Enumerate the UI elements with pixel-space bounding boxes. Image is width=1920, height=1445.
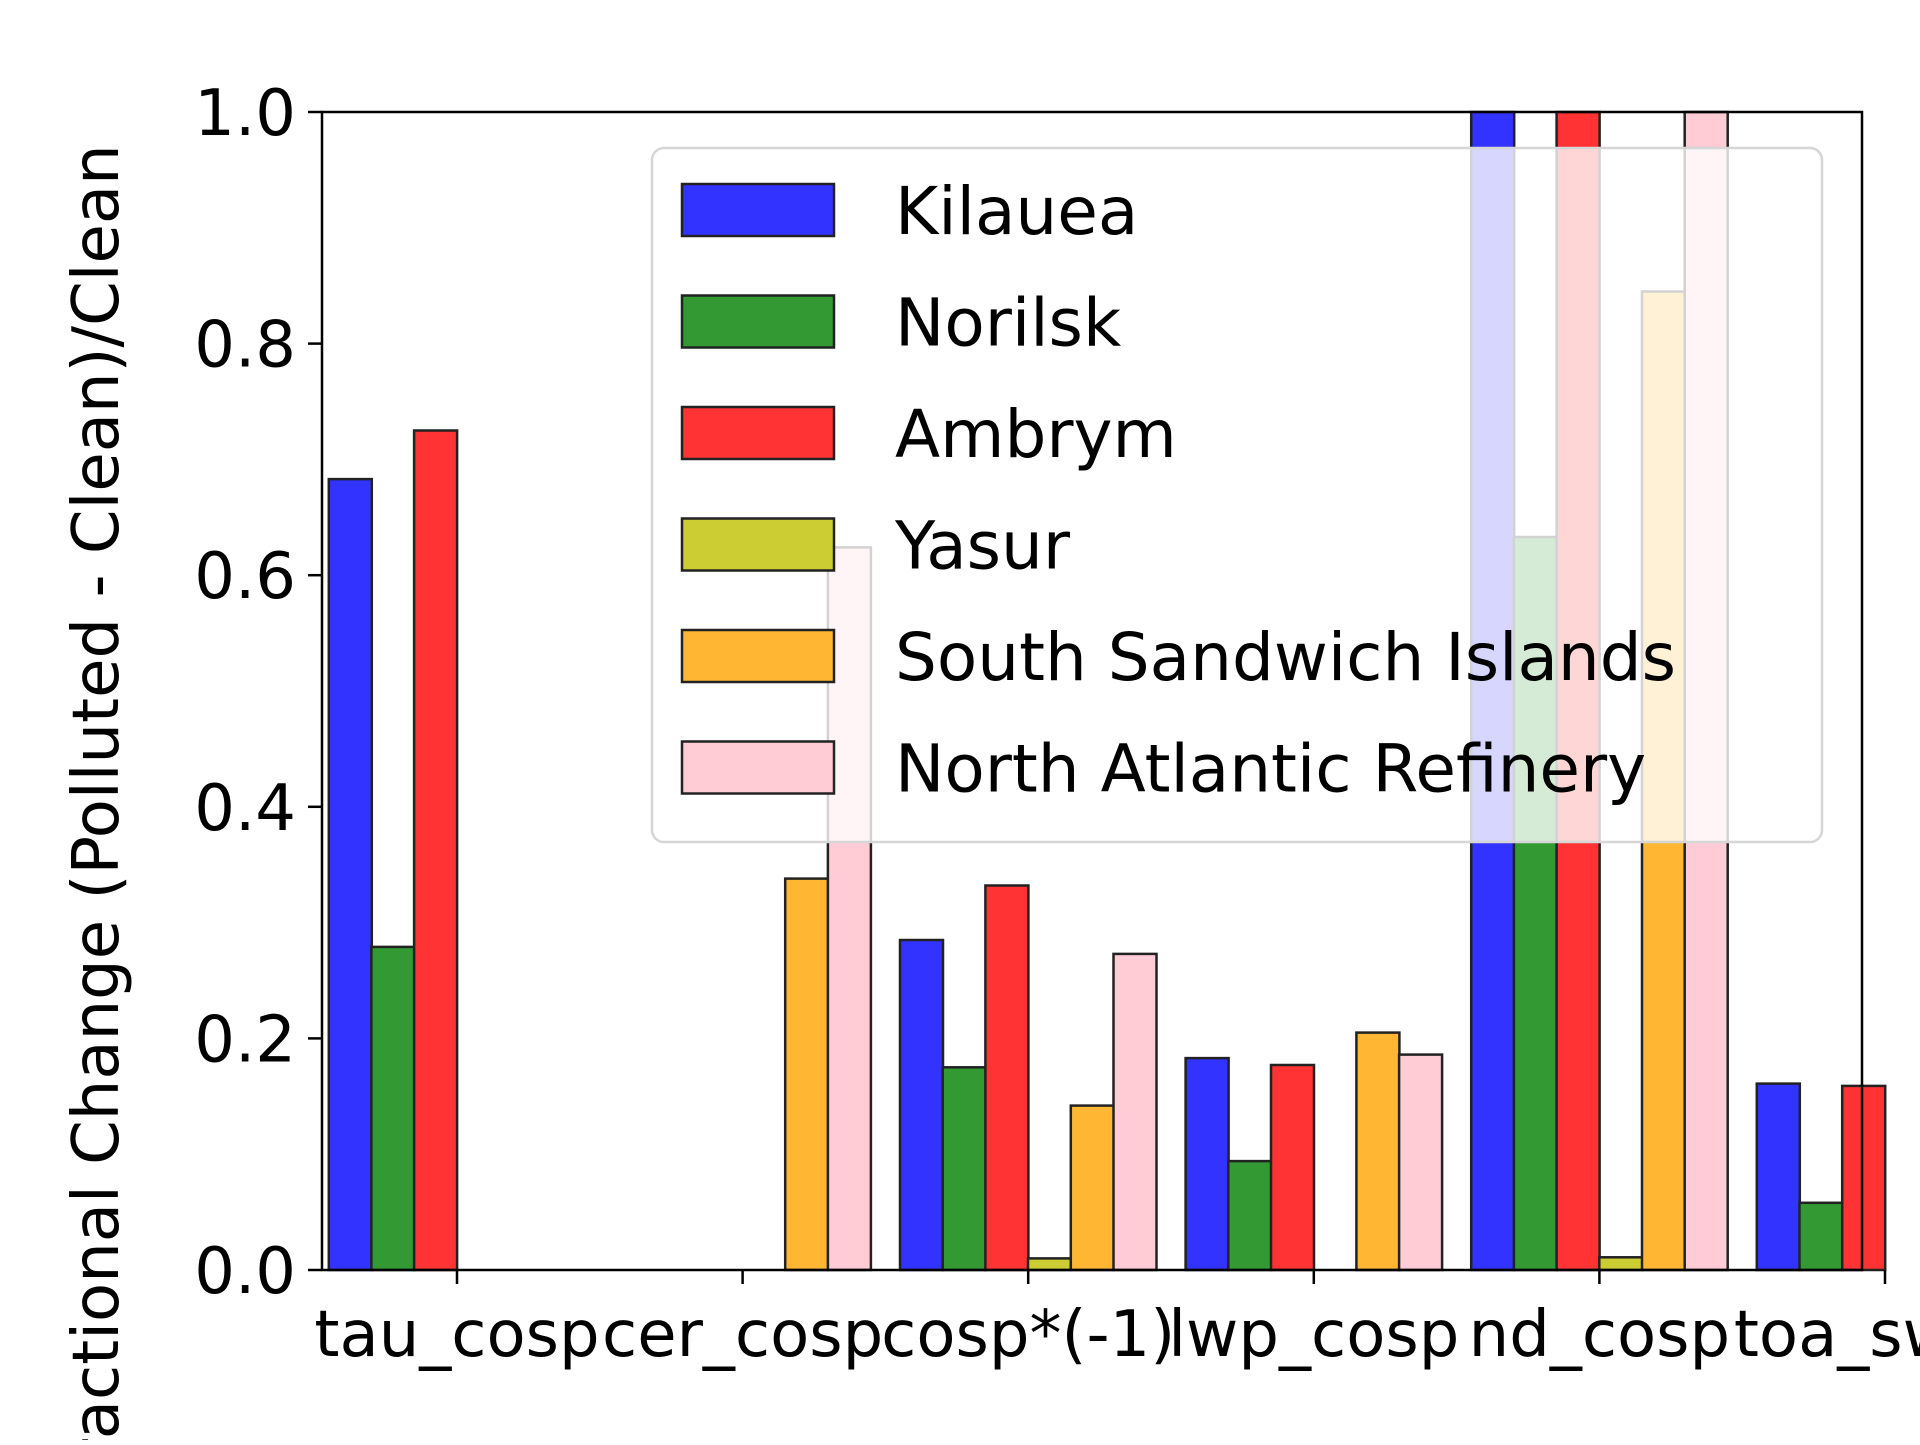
y-tick-label-0.2: 0.2 [194,1003,296,1077]
bar-north-atlantic-refinery-cosp*(-1) [1112,952,1158,1272]
x-tick-label-tau_cosp: tau_cosp [314,1298,599,1372]
legend-label-south-sandwich-islands: South Sandwich Islands [895,619,1676,696]
bar-kilauea-tau_cosp [327,477,374,1272]
legend-label-ambrym: Ambrym [895,396,1177,473]
legend-swatch-yasur [680,517,836,572]
y-axis-label: Fractional Change (Polluted - Clean)/Cle… [60,144,134,1440]
legend-swatch-ambrym [680,405,836,461]
legend-label-north-atlantic-refinery: North Atlantic Refinery [895,731,1646,808]
x-tick-label-cosp*(-1): cosp*(-1) [881,1298,1175,1372]
bar-norilsk-toa_swup [1798,1201,1844,1272]
legend: Kilauea Norilsk Ambrym Yasur South Sandwich … [650,146,1824,844]
bar-north-atlantic-refinery-lwp_cosp [1397,1053,1444,1272]
x-tick-label-cer_cosp: cer_cosp [602,1298,883,1372]
bar-ambrym-tau_cosp [412,429,459,1272]
bar-kilauea-toa_swup [1755,1082,1802,1272]
bar-ambrym-lwp_cosp [1269,1063,1316,1272]
legend-swatch-north-atlantic-refinery [680,740,836,795]
legend-swatch-south-sandwich-islands [680,628,836,684]
bar-norilsk-cosp*(-1) [941,1066,987,1272]
legend-box [650,146,1824,844]
bar-ambrym-cosp*(-1) [984,884,1030,1272]
x-tick-label-toa_swup: toa_swup [1734,1298,1920,1372]
y-tick-label-0.6: 0.6 [194,540,296,614]
bar-south-sandwich-islands-cer_cosp [783,877,830,1272]
y-tick-label-0.0: 0.0 [194,1235,296,1309]
legend-label-norilsk: Norilsk [895,285,1122,362]
legend-swatch-kilauea [680,182,836,238]
bar-south-sandwich-islands-cosp*(-1) [1069,1104,1116,1272]
y-tick-label-0.8: 0.8 [194,309,296,383]
bar-ambrym-toa_swup [1840,1084,1887,1272]
y-tick-label-1.0: 1.0 [194,77,296,151]
legend-label-kilauea: Kilauea [895,173,1138,250]
bar-south-sandwich-islands-lwp_cosp [1355,1031,1401,1272]
x-tick-label-lwp_cosp: lwp_cosp [1168,1298,1459,1372]
legend-swatch-norilsk [680,294,836,349]
legend-label-yasur: Yasur [894,508,1071,585]
bar-kilauea-cosp*(-1) [898,938,945,1272]
bar-yasur-nd_cosp [1598,1256,1644,1272]
bar-norilsk-tau_cosp [370,945,416,1272]
bar-yasur-cosp*(-1) [1026,1257,1073,1272]
bar-norilsk-lwp_cosp [1227,1159,1273,1272]
bar-kilauea-lwp_cosp [1184,1056,1230,1272]
y-tick-label-0.4: 0.4 [194,772,296,846]
plot-frame [320,110,1864,1272]
x-tick-label-nd_cosp: nd_cosp [1469,1298,1731,1372]
